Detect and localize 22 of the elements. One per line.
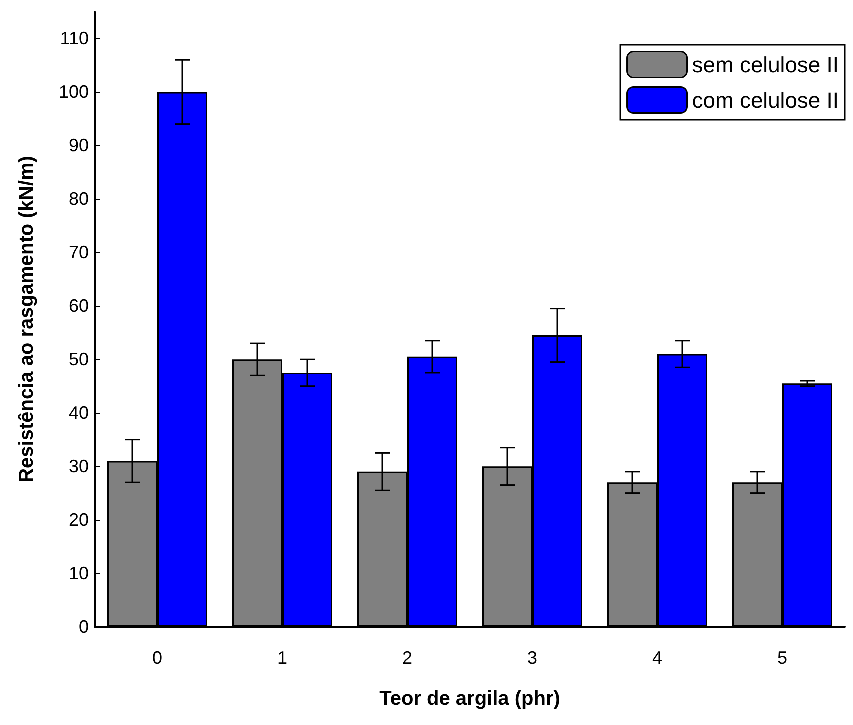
legend-label: sem celulose II xyxy=(692,52,840,78)
y-tick-label: 70 xyxy=(68,242,89,263)
y-tick-label: 60 xyxy=(68,296,89,316)
y-tick-label: 10 xyxy=(68,564,89,584)
y-tick-label: 50 xyxy=(68,350,89,370)
x-tick-label: 3 xyxy=(527,648,538,668)
legend-label: com celulose II xyxy=(692,88,840,113)
y-tick-label: 40 xyxy=(68,403,89,424)
x-tick-label: 0 xyxy=(152,648,163,668)
y-tick-label: 30 xyxy=(68,456,89,477)
y-tick-label: 80 xyxy=(68,189,89,210)
x-axis-title: Teor de argila (phr) xyxy=(380,688,560,710)
y-axis-title: Resistência ao rasgamento (kN/m) xyxy=(16,156,38,483)
y-tick-label: 20 xyxy=(68,510,89,530)
x-tick-label: 4 xyxy=(652,648,663,668)
x-tick-label: 2 xyxy=(402,648,413,668)
y-tick-label: 0 xyxy=(78,617,89,637)
y-tick-label: 110 xyxy=(60,28,89,49)
x-tick-label: 5 xyxy=(777,648,788,668)
y-tick-label: 100 xyxy=(58,82,89,102)
y-tick-label: 90 xyxy=(68,136,89,156)
x-tick-label: 1 xyxy=(277,648,288,668)
